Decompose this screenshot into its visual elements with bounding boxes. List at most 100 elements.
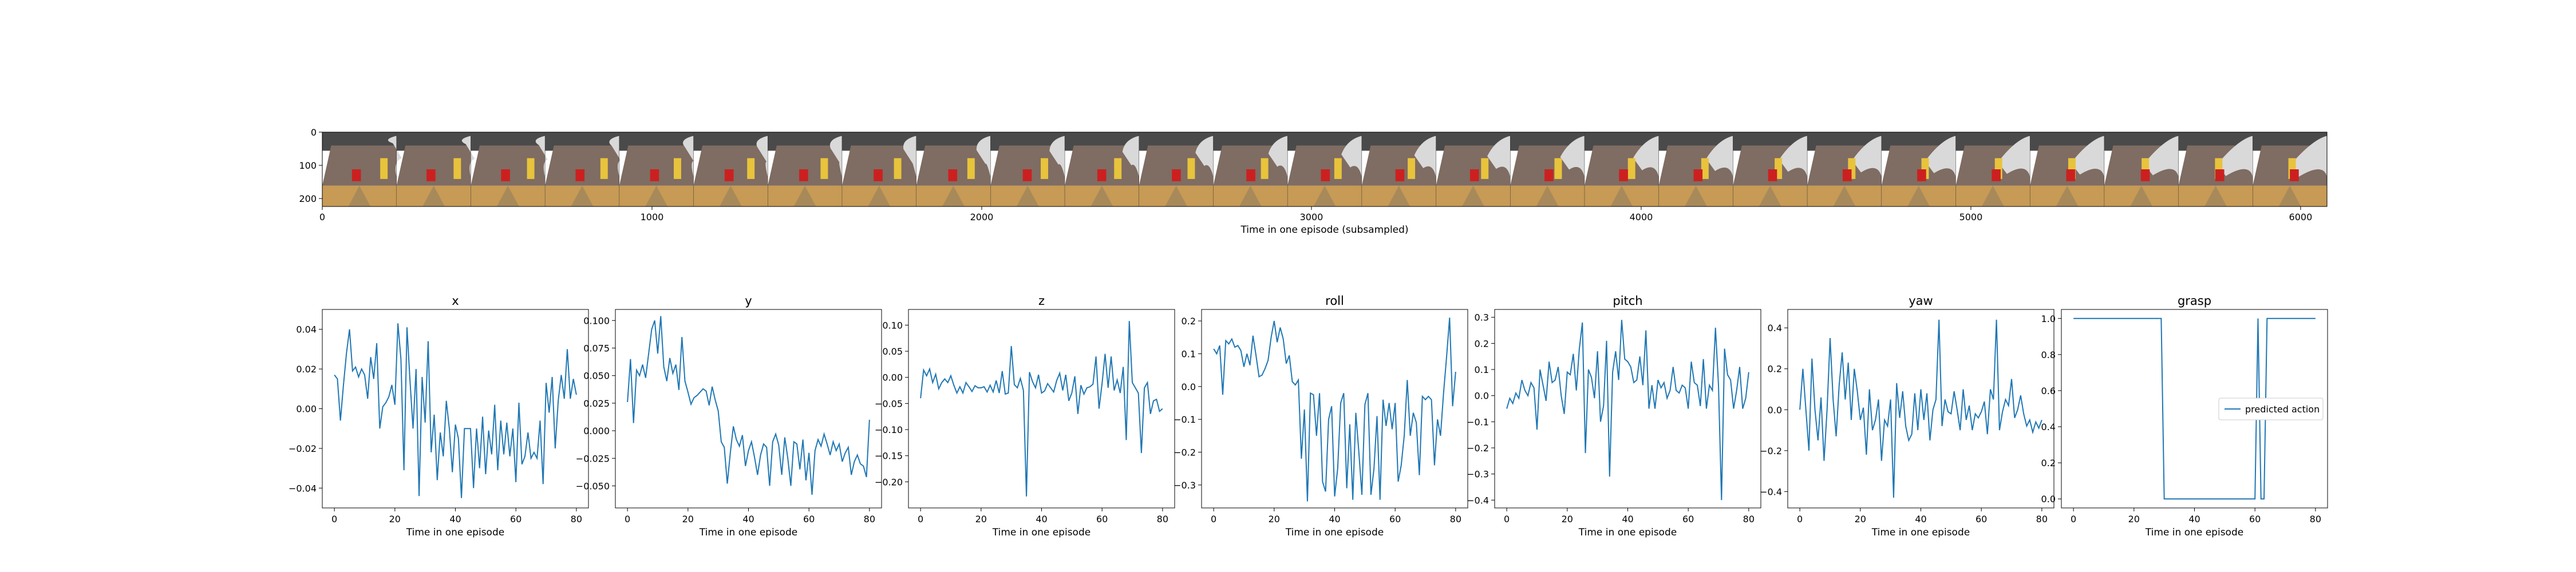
x-tick-label: 80: [571, 514, 582, 525]
panel-y: y Time in one episode 0 20 40 60 80 −0.050 −0.02…: [576, 294, 882, 538]
robot-arm-shape: [1779, 136, 1808, 177]
yellow-object-shape: [967, 158, 975, 179]
y-tick-label: −0.050: [576, 480, 610, 491]
plot-frame: [322, 309, 589, 509]
red-object-shape: [874, 169, 883, 181]
y-tick-label: 0.050: [583, 371, 610, 382]
x-tick-label: 0: [1797, 514, 1803, 525]
red-object-shape: [1619, 169, 1628, 181]
series-line-x: [334, 323, 577, 498]
frame-table-edge: [1016, 185, 1039, 206]
x-axis-label: Time in one episode: [992, 527, 1091, 538]
red-object-shape: [1469, 169, 1479, 181]
y-tick-label: 0.4: [2041, 422, 2056, 432]
x-tick-label: 20: [1562, 514, 1573, 525]
x-axis-label: Time in one episode: [1871, 527, 1970, 538]
y-tick-label: 0.075: [583, 343, 610, 353]
frame-table-edge: [2278, 185, 2301, 206]
red-object-shape: [1097, 169, 1107, 181]
frame-thumbnail: [693, 132, 768, 206]
y-tick-label: 0.04: [296, 324, 317, 335]
frame-thumbnail: [2253, 132, 2327, 206]
frame-thumbnail: [1807, 132, 1882, 206]
frame-table-edge: [1610, 185, 1633, 206]
x-tick-label: 80: [1157, 514, 1168, 525]
y-tick-label: 0.0: [1182, 382, 1196, 392]
red-object-shape: [1172, 169, 1181, 181]
yellow-object-shape: [527, 158, 535, 179]
frame-table: [1213, 145, 1288, 186]
frame-table: [322, 145, 397, 186]
frame-table-edge: [868, 185, 891, 206]
robot-arm-shape: [829, 136, 842, 177]
x-tick-label: 40: [1036, 514, 1047, 525]
y-tick-label: 1.0: [2041, 313, 2056, 324]
frame-table-edge: [942, 185, 965, 206]
y-tick-label: −0.3: [1467, 469, 1489, 480]
frame-thumbnail: [1139, 132, 1214, 206]
panel-title: roll: [1325, 294, 1344, 308]
x-tick-label: 80: [1743, 514, 1755, 525]
frame-table-edge: [1685, 185, 1707, 206]
red-object-shape: [1693, 169, 1703, 181]
yellow-object-shape: [1261, 158, 1269, 179]
x-tick-label: 60: [510, 514, 521, 525]
frame-table-edge: [348, 185, 371, 206]
frame-table-edge: [1091, 185, 1113, 206]
frame-thumbnail: [396, 132, 475, 206]
frame-thumbnail: [619, 132, 694, 206]
x-tick-label: 80: [864, 514, 875, 525]
red-object-shape: [1022, 169, 1032, 181]
x-tick-label: 60: [1389, 514, 1401, 525]
frame-thumbnail: [1584, 132, 1659, 206]
frame-thumbnail: [767, 132, 842, 206]
frame-strip: 0 1000 2000 3000 4000 5000 6000 0 100 200 Time in…: [299, 127, 2328, 236]
yellow-object-shape: [1627, 158, 1635, 179]
frame-thumbnail: [471, 132, 548, 206]
red-object-shape: [1768, 169, 1777, 181]
frame-table-edge: [1907, 185, 1930, 206]
frame-table-edge: [793, 185, 816, 206]
robot-arm-shape: [1706, 136, 1733, 177]
series-line-roll: [1213, 317, 1456, 502]
panel-yaw: yaw Time in one episode 0 20 40 60 80 −0.4 −0.2 0…: [1760, 294, 2055, 538]
robot-arm-shape: [1487, 136, 1511, 177]
legend-box: [2218, 398, 2324, 420]
red-object-shape: [799, 169, 808, 181]
frame-table-edge: [422, 185, 445, 206]
robot-arm-shape: [903, 136, 916, 177]
red-object-shape: [351, 169, 361, 181]
x-axis-label: Time in one episode: [2145, 527, 2243, 538]
frame-strip-ticks: 0 1000 2000 3000 4000 5000 6000 0 100 200: [299, 127, 2312, 223]
frame-thumbnail: [1213, 132, 1288, 206]
y-tick-label: 0.02: [296, 364, 317, 375]
x-axis-label: Time in one episode: [699, 527, 797, 538]
y-tick-label: −0.3: [1174, 480, 1196, 491]
x-tick-label: 40: [1329, 514, 1340, 525]
yellow-object-shape: [747, 158, 755, 179]
x-tick-label: 20: [975, 514, 987, 525]
x-tick-label: 60: [1682, 514, 1694, 525]
frame-table-edge: [1388, 185, 1411, 206]
red-object-shape: [1544, 169, 1554, 181]
frame-thumbnail: [1733, 132, 1808, 206]
x-tick-label: 20: [1269, 514, 1280, 525]
frame-table-edge: [571, 185, 594, 206]
frame-table-edge: [1833, 185, 1856, 206]
frame-thumbnail: [1658, 132, 1733, 206]
frame-thumbnail: [1361, 132, 1436, 206]
frame-strip-images: [322, 132, 2327, 206]
y-tick-label: −0.15: [875, 451, 903, 462]
x-tick-label: 2000: [970, 212, 994, 223]
frame-table-edge: [645, 185, 668, 206]
panel-z: z Time in one episode 0 20 40 60 80 −0.20 −0.15 −…: [875, 294, 1175, 538]
x-tick-label: 40: [449, 514, 461, 525]
y-tick-label: 0.2: [1475, 338, 1489, 349]
robot-arm-shape: [1560, 136, 1585, 177]
robot-arm-shape: [2217, 136, 2253, 177]
frame-table: [396, 145, 471, 186]
x-tick-label: 6000: [2289, 212, 2313, 223]
frame-thumbnail: [1510, 132, 1585, 206]
x-tick-label: 4000: [1630, 212, 1653, 223]
